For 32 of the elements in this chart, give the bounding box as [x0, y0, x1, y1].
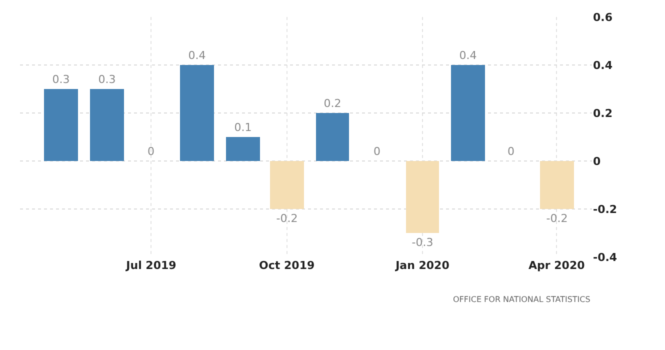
x-tick-label: Oct 2019 — [259, 259, 315, 272]
data-label: 0.4 — [188, 49, 206, 62]
data-label: 0.3 — [52, 73, 70, 86]
data-label: 0 — [508, 145, 514, 158]
y-tick-label: -0.2 — [593, 202, 618, 216]
bar — [226, 137, 260, 161]
y-tick-label: 0 — [593, 154, 601, 168]
bar — [90, 89, 124, 161]
data-label: 0 — [374, 145, 380, 158]
y-tick-label: 0.4 — [593, 58, 613, 72]
y-tick-label: 0.6 — [593, 10, 613, 24]
x-tick-label: Apr 2020 — [528, 259, 586, 272]
data-label: 0.4 — [459, 49, 477, 62]
data-label: 0 — [148, 145, 154, 158]
bar — [540, 161, 574, 209]
bar — [406, 161, 439, 233]
bar — [44, 89, 78, 161]
bar — [270, 161, 304, 209]
x-tick-label: Jan 2020 — [394, 259, 450, 272]
data-label: -0.3 — [412, 236, 434, 249]
y-tick-label: 0.2 — [593, 106, 612, 120]
data-label: 0.3 — [98, 73, 116, 86]
bar — [316, 113, 349, 161]
data-label: 0.1 — [234, 121, 252, 134]
data-label: -0.2 — [276, 212, 298, 225]
text: OFFICE FOR NATIONAL STATISTICS — [453, 295, 590, 304]
data-label: 0.2 — [324, 97, 342, 110]
y-tick-label: -0.4 — [593, 250, 618, 264]
bar — [180, 65, 214, 161]
x-tick-label: Jul 2019 — [125, 259, 176, 272]
bar — [451, 65, 485, 161]
data-label: -0.2 — [546, 212, 568, 225]
